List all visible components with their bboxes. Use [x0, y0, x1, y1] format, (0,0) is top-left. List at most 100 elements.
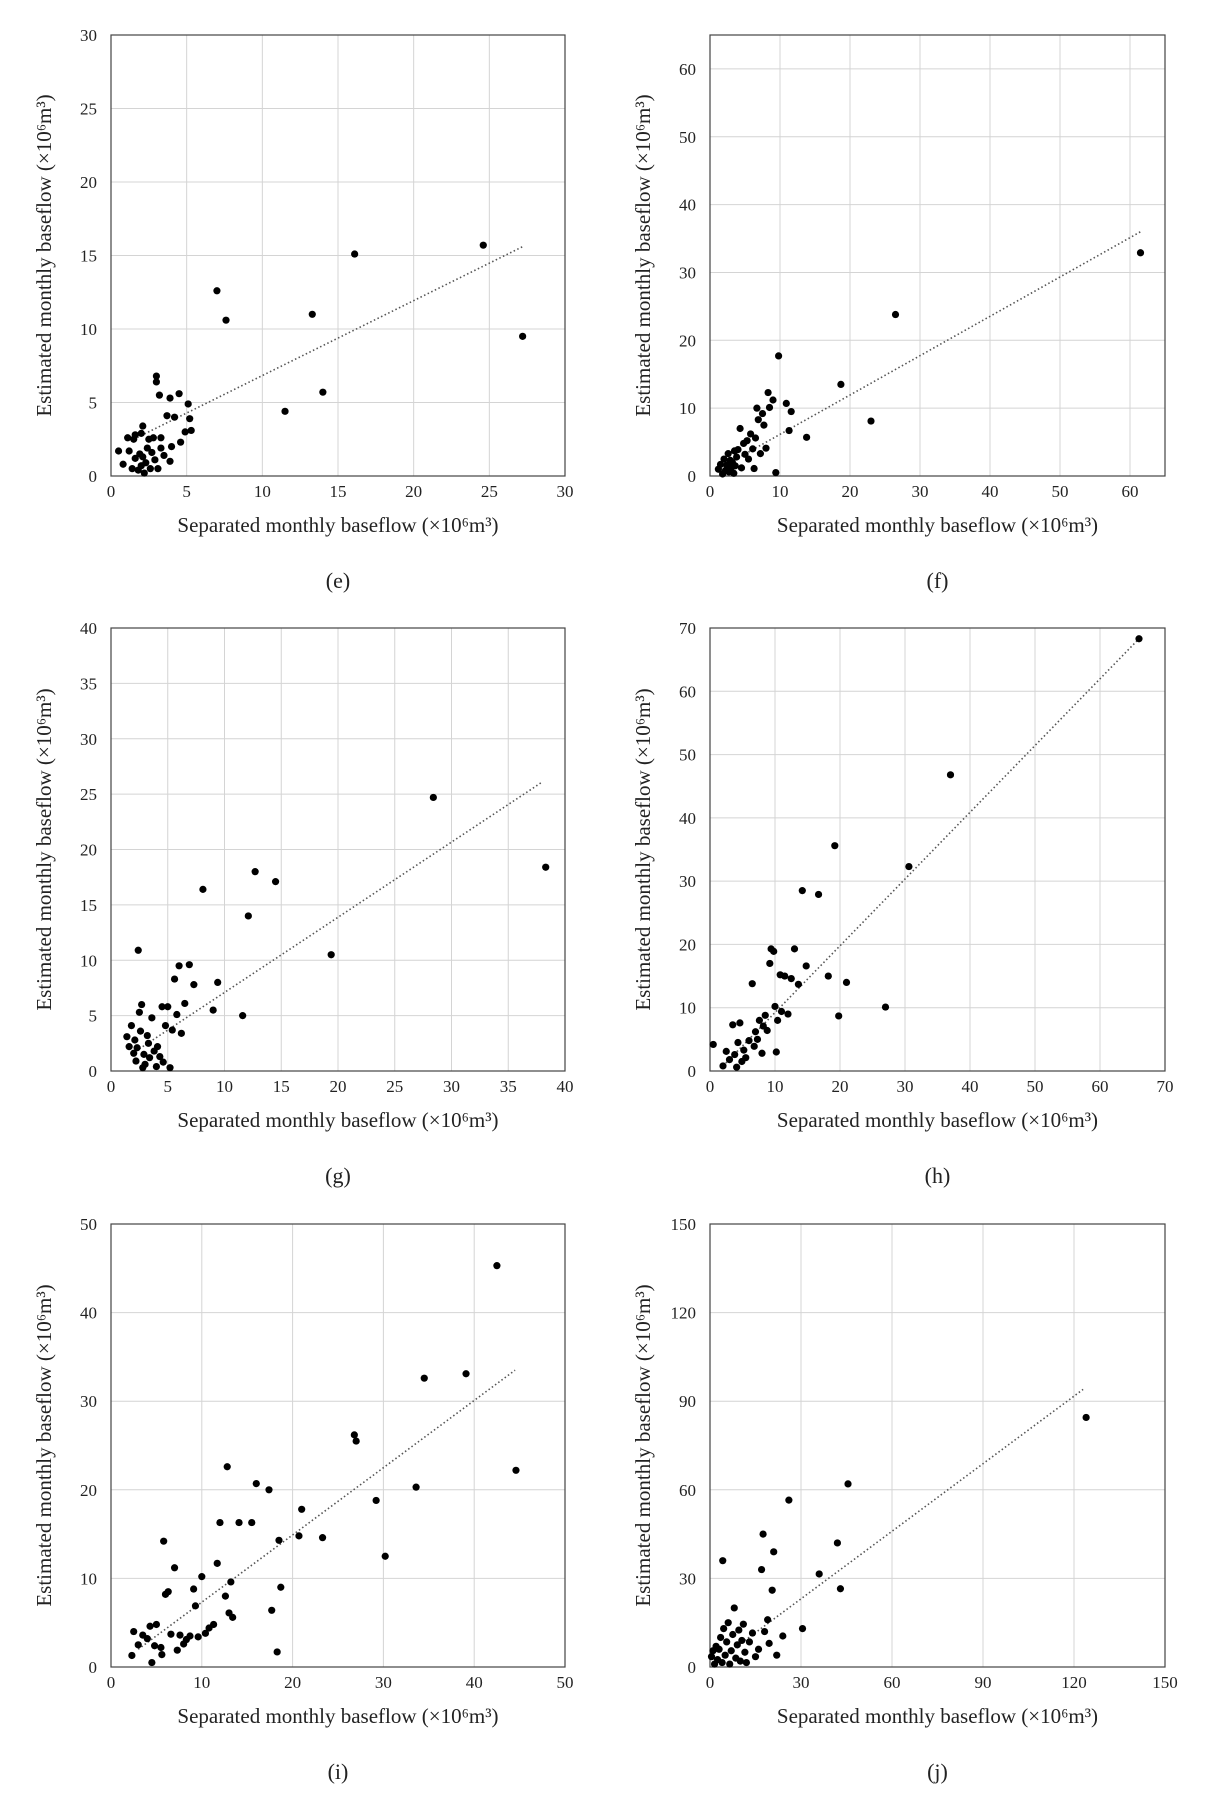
data-point — [186, 415, 194, 423]
data-point — [740, 1046, 748, 1054]
data-point — [764, 388, 772, 397]
data-point — [153, 1043, 162, 1051]
data-point — [773, 1651, 781, 1659]
x-tick-label: 60 — [884, 1673, 901, 1692]
data-point — [138, 1000, 146, 1009]
data-point — [131, 431, 139, 439]
data-point — [157, 1643, 165, 1652]
y-tick-label: 15 — [80, 896, 97, 915]
data-point — [181, 428, 189, 436]
data-point — [724, 450, 732, 458]
plot-frame — [110, 627, 566, 1072]
data-point — [772, 469, 780, 477]
data-point — [149, 434, 157, 442]
x-tick-label: 40 — [466, 1673, 483, 1692]
data-point — [462, 1370, 470, 1378]
data-point — [184, 400, 192, 408]
data-point — [519, 332, 527, 340]
data-point — [751, 434, 760, 442]
y-tick-label: 10 — [679, 399, 696, 418]
data-point — [824, 972, 832, 980]
data-point — [512, 1466, 520, 1474]
y-tick-label: 20 — [80, 1481, 97, 1500]
data-point — [235, 1518, 243, 1527]
data-point — [739, 1620, 747, 1628]
data-point — [717, 1633, 725, 1642]
data-point — [199, 885, 207, 893]
data-point — [756, 450, 765, 458]
x-tick-label: 120 — [1061, 1673, 1087, 1692]
x-tick-label: 20 — [842, 482, 859, 501]
y-tick-label: 0 — [688, 1658, 697, 1677]
data-point — [755, 1016, 764, 1024]
data-point — [798, 887, 806, 895]
data-point — [770, 1548, 778, 1556]
data-point — [350, 1431, 358, 1439]
data-point — [723, 1638, 731, 1646]
y-tick-label: 20 — [80, 841, 97, 860]
data-point — [239, 1012, 247, 1020]
data-point — [319, 388, 327, 396]
data-point — [164, 1003, 172, 1011]
data-point — [372, 1496, 380, 1505]
data-point — [190, 981, 198, 989]
data-point — [351, 250, 359, 258]
data-point — [201, 1629, 210, 1637]
x-axis-title: Separated monthly baseflow (×10⁶m³) — [777, 513, 1098, 537]
data-point — [186, 1632, 194, 1640]
data-point — [761, 1627, 769, 1636]
data-point — [352, 1437, 360, 1445]
data-point — [716, 460, 725, 469]
data-point — [760, 421, 768, 429]
x-tick-label: 40 — [982, 482, 999, 501]
data-point — [134, 946, 142, 954]
data-point — [140, 1050, 148, 1058]
data-point — [720, 1625, 728, 1633]
data-point — [166, 1064, 174, 1072]
data-point — [160, 451, 168, 460]
data-point — [198, 1573, 206, 1581]
x-tick-label: 10 — [772, 482, 789, 501]
data-point — [114, 447, 123, 455]
data-point — [1135, 635, 1143, 643]
data-point — [252, 1479, 260, 1488]
data-point — [768, 1586, 776, 1594]
data-point — [124, 434, 132, 442]
data-point — [185, 961, 193, 969]
data-point — [125, 447, 133, 455]
data-point — [757, 1565, 766, 1574]
y-tick-label: 10 — [679, 999, 696, 1018]
data-point — [145, 1054, 154, 1062]
y-tick-label: 35 — [80, 674, 97, 693]
data-point — [244, 912, 252, 920]
data-point — [221, 1592, 230, 1600]
data-point — [721, 1651, 729, 1659]
data-point — [765, 1639, 773, 1647]
data-point — [167, 1630, 175, 1638]
y-tick-label: 90 — [679, 1392, 696, 1411]
data-point — [777, 1007, 786, 1016]
data-point — [772, 1048, 780, 1056]
data-point — [867, 417, 875, 425]
data-point — [194, 1633, 202, 1641]
data-point — [748, 1629, 757, 1637]
data-point — [161, 1021, 170, 1030]
plot-frame — [110, 34, 566, 477]
panel-label: (i) — [328, 1759, 349, 1784]
data-point — [754, 1645, 763, 1653]
data-point — [146, 465, 154, 473]
x-tick-label: 10 — [254, 482, 271, 501]
data-point — [150, 1642, 159, 1650]
data-point — [726, 1660, 734, 1668]
y-tick-label: 30 — [679, 1569, 696, 1588]
y-tick-label: 20 — [679, 935, 696, 954]
data-point — [737, 464, 746, 472]
data-point — [750, 464, 758, 473]
data-point — [123, 1033, 131, 1041]
data-point — [187, 426, 195, 435]
data-point — [761, 1011, 769, 1019]
y-tick-label: 5 — [89, 394, 98, 413]
x-tick-label: 0 — [706, 482, 715, 501]
data-point — [152, 378, 160, 386]
